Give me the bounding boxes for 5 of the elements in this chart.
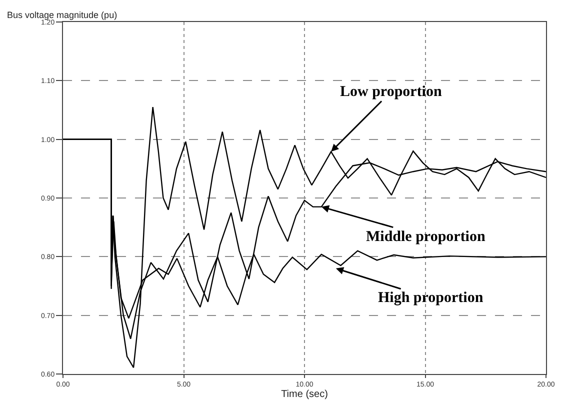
annotation: Low proportion xyxy=(340,84,442,100)
annotation: High proportion xyxy=(378,290,484,306)
annotation: Middle proportion xyxy=(366,229,486,245)
x-axis-title: Time (sec) xyxy=(281,388,328,400)
y-axis-title: Bus voltage magnitude (pu) xyxy=(7,10,118,20)
